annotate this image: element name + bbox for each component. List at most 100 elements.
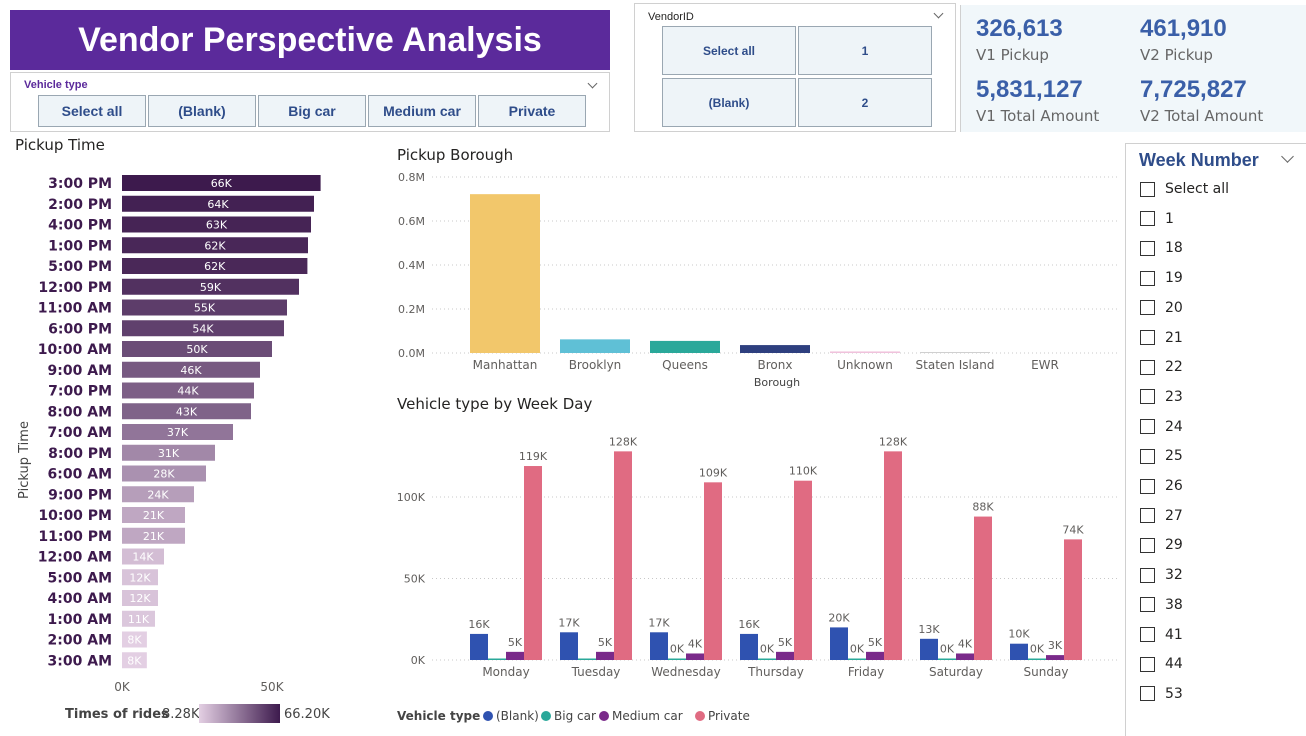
weekday-bar[interactable] — [758, 658, 776, 661]
vehicle-option-select-all[interactable]: Select all — [38, 95, 146, 127]
weekday-legend-item[interactable]: Medium car — [612, 709, 683, 723]
pickup-time-bar[interactable] — [122, 237, 308, 254]
week-number-option[interactable]: 23 — [1140, 387, 1183, 407]
weekday-bar[interactable] — [776, 651, 794, 660]
checkbox-icon[interactable] — [1140, 508, 1155, 524]
vendor-option-select-all[interactable]: Select all — [662, 26, 796, 75]
weekday-bar[interactable] — [1028, 658, 1046, 661]
chevron-down-icon[interactable] — [587, 78, 598, 89]
pickup-borough-bar[interactable] — [470, 194, 540, 353]
checkbox-icon[interactable] — [1140, 448, 1155, 464]
pickup-time-bar[interactable] — [122, 548, 164, 565]
week-number-option[interactable]: 29 — [1140, 535, 1183, 555]
weekday-bar[interactable] — [884, 451, 902, 660]
pickup-time-bar[interactable] — [122, 403, 251, 420]
pickup-borough-bar[interactable] — [650, 340, 720, 353]
pickup-time-bar[interactable] — [122, 465, 206, 482]
pickup-time-bar[interactable] — [122, 569, 158, 586]
pickup-time-bar[interactable] — [122, 278, 299, 295]
pickup-time-bar[interactable] — [122, 444, 215, 461]
checkbox-icon[interactable] — [1140, 211, 1155, 227]
checkbox-icon[interactable] — [1140, 478, 1155, 494]
vehicle-option-big-car[interactable]: Big car — [258, 95, 366, 127]
weekday-bar[interactable] — [506, 651, 524, 660]
weekday-bar[interactable] — [956, 653, 974, 660]
checkbox-icon[interactable] — [1140, 240, 1155, 256]
weekday-legend-item[interactable]: (Blank) — [496, 709, 539, 723]
weekday-bar[interactable] — [488, 658, 506, 661]
week-number-option[interactable]: 44 — [1140, 654, 1183, 674]
weekday-bar[interactable] — [1010, 643, 1028, 660]
week-number-option[interactable]: 18 — [1140, 238, 1183, 258]
week-number-option[interactable]: 24 — [1140, 417, 1183, 437]
checkbox-icon[interactable] — [1140, 567, 1155, 583]
week-number-option[interactable]: 32 — [1140, 565, 1183, 585]
checkbox-icon[interactable] — [1140, 627, 1155, 642]
vehicle-option-private[interactable]: Private — [478, 95, 586, 127]
pickup-time-bar[interactable] — [122, 590, 158, 606]
pickup-borough-bar[interactable] — [560, 339, 630, 353]
pickup-time-bar[interactable] — [122, 341, 272, 357]
weekday-bar[interactable] — [578, 658, 596, 661]
pickup-time-bar[interactable] — [122, 195, 314, 212]
weekday-legend-item[interactable]: Big car — [554, 709, 596, 723]
vehicle-option-medium-car[interactable]: Medium car — [368, 95, 476, 127]
week-number-option[interactable]: 20 — [1140, 298, 1183, 318]
week-number-option[interactable]: 25 — [1140, 446, 1183, 466]
week-number-option[interactable]: 41 — [1140, 625, 1183, 645]
checkbox-icon[interactable] — [1140, 419, 1155, 435]
pickup-time-bar[interactable] — [122, 258, 308, 274]
checkbox-icon[interactable] — [1140, 656, 1155, 672]
week-number-option[interactable]: 21 — [1140, 328, 1183, 348]
vendor-option-2[interactable]: 2 — [798, 78, 932, 127]
week-number-option[interactable]: 19 — [1140, 268, 1183, 288]
weekday-bar[interactable] — [650, 632, 668, 660]
week-number-option[interactable]: 22 — [1140, 357, 1183, 377]
checkbox-icon[interactable] — [1140, 359, 1155, 375]
pickup-time-bar[interactable] — [122, 320, 284, 337]
pickup-borough-bar[interactable] — [920, 352, 990, 353]
pickup-time-bar[interactable] — [122, 299, 287, 316]
weekday-bar[interactable] — [596, 651, 614, 660]
pickup-borough-bar[interactable] — [830, 351, 900, 353]
checkbox-icon[interactable] — [1140, 300, 1155, 316]
weekday-bar[interactable] — [848, 658, 866, 661]
weekday-bar[interactable] — [1046, 655, 1064, 660]
pickup-time-bar[interactable] — [122, 527, 185, 544]
checkbox-icon[interactable] — [1140, 597, 1155, 613]
pickup-time-bar[interactable] — [122, 216, 311, 233]
pickup-time-bar[interactable] — [122, 610, 155, 627]
weekday-bar[interactable] — [740, 633, 758, 660]
weekday-bar[interactable] — [668, 658, 686, 661]
weekday-legend-item[interactable]: Private — [708, 709, 750, 723]
checkbox-icon[interactable] — [1140, 270, 1155, 286]
weekday-bar[interactable] — [614, 451, 632, 660]
pickup-time-bar[interactable] — [122, 424, 233, 440]
weekday-bar[interactable] — [560, 632, 578, 660]
weekday-bar[interactable] — [524, 466, 542, 660]
vehicle-option-blank[interactable]: (Blank) — [148, 95, 256, 127]
pickup-time-bar[interactable] — [122, 652, 147, 669]
weekday-bar[interactable] — [704, 482, 722, 660]
week-number-option[interactable]: 27 — [1140, 506, 1183, 526]
week-number-option[interactable]: Select all — [1140, 179, 1229, 199]
vendor-option-blank[interactable]: (Blank) — [662, 78, 796, 127]
week-number-option[interactable]: 1 — [1140, 209, 1174, 229]
week-number-option[interactable]: 26 — [1140, 476, 1183, 496]
pickup-time-bar[interactable] — [122, 361, 260, 378]
pickup-time-bar[interactable] — [122, 382, 254, 399]
checkbox-icon[interactable] — [1140, 181, 1155, 197]
weekday-bar[interactable] — [920, 638, 938, 660]
week-number-option[interactable]: 53 — [1140, 684, 1183, 704]
checkbox-icon[interactable] — [1140, 389, 1155, 405]
chevron-down-icon[interactable] — [933, 8, 944, 19]
vendor-option-1[interactable]: 1 — [798, 26, 932, 75]
weekday-bar[interactable] — [974, 516, 992, 660]
pickup-time-bar[interactable] — [122, 507, 185, 523]
checkbox-icon[interactable] — [1140, 537, 1155, 553]
checkbox-icon[interactable] — [1140, 686, 1155, 702]
weekday-bar[interactable] — [866, 651, 884, 660]
pickup-time-bar[interactable] — [122, 631, 147, 648]
weekday-bar[interactable] — [686, 653, 704, 660]
weekday-bar[interactable] — [1064, 539, 1082, 660]
